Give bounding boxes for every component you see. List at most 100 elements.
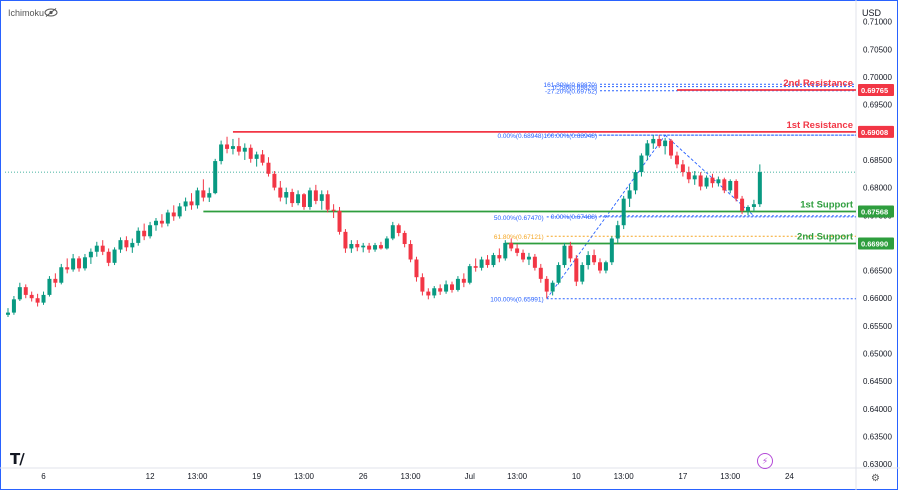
indicator-label[interactable]: Ichimoku	[8, 8, 45, 18]
fib-level-label: 0.00%(0.68948)	[497, 133, 543, 140]
candle-body	[491, 255, 496, 266]
candle-body	[201, 190, 206, 198]
level-price-label: 0.67568	[861, 208, 888, 217]
candle-body	[17, 287, 22, 300]
x-tick-label: 26	[359, 472, 368, 481]
candle-body	[420, 277, 425, 292]
candle-body	[349, 244, 354, 249]
candle-body	[130, 242, 135, 248]
fib-level-label: 0.00%(0.67488)	[551, 214, 597, 221]
candle-body	[373, 245, 378, 250]
x-tick-label: 13:00	[507, 472, 528, 481]
candle-body	[343, 231, 348, 249]
candle-body	[378, 245, 383, 249]
candle-body	[722, 179, 727, 191]
x-tick-label: 13:00	[401, 472, 422, 481]
y-tick-label: 0.69500	[863, 101, 892, 110]
candle-body	[450, 284, 454, 290]
y-tick-label: 0.70500	[863, 45, 892, 54]
candle-body	[219, 144, 224, 162]
candle-body	[361, 245, 366, 248]
candle-body	[367, 245, 372, 250]
candle-body	[189, 201, 194, 206]
candle-body	[390, 225, 395, 239]
candle-body	[716, 179, 721, 184]
candle-body	[148, 225, 153, 237]
candle-body	[592, 255, 597, 263]
level-price-label: 0.69765	[861, 86, 888, 95]
candle-body	[432, 288, 437, 296]
fib-level-label: 50.00%(0.67470)	[494, 215, 544, 222]
candle-body	[438, 288, 443, 292]
fib-level-label: 100.00%(0.68948)	[544, 133, 598, 140]
candle-body	[71, 258, 76, 270]
candle-body	[266, 162, 271, 174]
candle-body	[254, 154, 259, 159]
y-tick-label: 0.68000	[863, 184, 892, 193]
candle-body	[562, 245, 567, 266]
lightning-icon[interactable]: ⚡	[757, 453, 773, 469]
candle-body	[124, 240, 129, 248]
candle-body	[6, 312, 10, 315]
candle-body	[651, 138, 656, 144]
level-price-tag	[858, 205, 894, 218]
level-name-label: 2nd Support	[797, 231, 854, 242]
eye-icon[interactable]	[44, 8, 58, 17]
candle-body	[532, 256, 537, 268]
candle-body	[165, 212, 170, 224]
candle-body	[698, 175, 703, 187]
y-tick-label: 0.68500	[863, 156, 892, 165]
tradingview-logo-icon: T∕	[10, 450, 25, 468]
x-tick-label: 17	[678, 472, 687, 481]
candle-body	[550, 282, 555, 292]
candle-body	[408, 244, 413, 260]
fib-level-label: 161.80%(0.69870)	[544, 82, 598, 89]
candle-body	[177, 206, 182, 217]
candle-body	[598, 262, 602, 271]
level-price-tag	[858, 125, 894, 138]
settings-icon[interactable]: ⚙	[871, 473, 880, 484]
currency-selector[interactable]: USD	[862, 8, 882, 18]
x-tick-label: Jul	[465, 472, 475, 481]
candle-body	[236, 146, 241, 152]
candle-body	[515, 248, 520, 253]
candle-body	[284, 192, 289, 198]
candle-body	[444, 284, 449, 292]
candle-body	[538, 267, 543, 279]
candle-body	[195, 190, 200, 206]
y-tick-label: 0.63500	[863, 432, 892, 441]
y-tick-label: 0.65500	[863, 322, 892, 331]
candle-body	[680, 164, 685, 173]
candle-body	[663, 140, 668, 147]
candle-body	[509, 242, 514, 249]
candle-body	[296, 194, 301, 204]
candle-body	[35, 298, 40, 303]
y-tick-label: 0.70000	[863, 73, 892, 82]
candle-body	[728, 180, 733, 191]
candle-body	[639, 155, 644, 173]
candle-body	[248, 147, 253, 159]
x-tick-label: 19	[252, 472, 261, 481]
candle-body	[355, 244, 360, 248]
x-tick-label: 10	[572, 472, 581, 481]
candle-body	[106, 251, 111, 263]
candle-body	[100, 245, 105, 252]
candle-body	[307, 190, 312, 207]
candle-body	[260, 154, 265, 163]
candle-body	[272, 173, 277, 188]
x-tick-label: 12	[146, 472, 155, 481]
candle-body	[692, 175, 697, 180]
fib-level-label: 100.00%(0.65991)	[490, 297, 544, 304]
candle-body	[740, 198, 745, 211]
level-price-label: 0.69008	[861, 128, 888, 137]
candle-body	[29, 294, 34, 299]
candle-body	[384, 238, 389, 249]
candle-body	[242, 147, 247, 152]
candle-body	[154, 220, 158, 226]
candle-body	[337, 210, 342, 232]
y-tick-label: 0.66000	[863, 294, 892, 303]
fib-trend-line	[546, 134, 666, 299]
candle-body	[53, 278, 58, 283]
candle-body	[621, 198, 626, 226]
